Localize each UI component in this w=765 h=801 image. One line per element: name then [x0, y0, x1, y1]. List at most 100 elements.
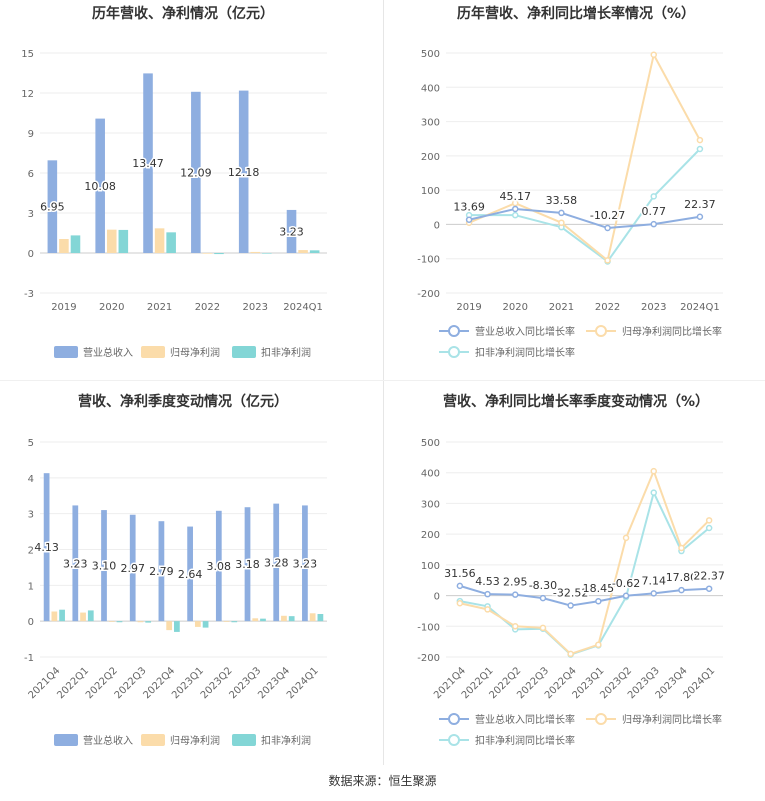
legend-label[interactable]: 扣非净利润 — [261, 346, 311, 359]
legend-marker — [595, 713, 607, 725]
bar-revenue[interactable] — [129, 514, 136, 622]
series-point[interactable] — [696, 145, 704, 153]
series-point[interactable] — [595, 641, 602, 648]
bar-deducted-profit[interactable] — [317, 614, 324, 622]
series-point[interactable] — [650, 467, 657, 475]
y-tick-label: 300 — [421, 118, 440, 129]
series-point[interactable] — [604, 257, 611, 264]
series-point[interactable] — [678, 586, 685, 594]
bar-deducted-profit[interactable] — [118, 229, 129, 253]
series-point[interactable] — [512, 591, 519, 598]
legend-label[interactable]: 营业总收入同比增长率 — [475, 325, 575, 338]
series-point[interactable] — [650, 51, 657, 58]
series-point[interactable] — [705, 517, 713, 524]
bar-deducted-profit[interactable] — [260, 618, 266, 622]
bar-deducted-profit[interactable] — [174, 621, 180, 632]
series-point[interactable] — [558, 209, 565, 217]
bar-revenue[interactable] — [238, 90, 249, 253]
legend-label[interactable]: 营业总收入 — [83, 734, 133, 747]
series-point[interactable] — [539, 594, 547, 602]
bar-deducted-profit[interactable] — [231, 621, 238, 623]
bar-deducted-profit[interactable] — [145, 621, 152, 623]
series-point[interactable] — [622, 534, 630, 542]
series-point[interactable] — [539, 624, 547, 632]
bar-revenue[interactable] — [244, 507, 251, 622]
bar-parent-profit[interactable] — [250, 251, 261, 253]
bar-deducted-profit[interactable] — [309, 250, 320, 253]
series-point[interactable] — [650, 590, 657, 597]
legend-label[interactable]: 营业总收入 — [83, 346, 133, 359]
series-point[interactable] — [696, 136, 704, 144]
series-point[interactable] — [678, 544, 685, 552]
series-point[interactable] — [456, 582, 464, 590]
bar-deducted-profit[interactable] — [116, 621, 123, 623]
series-point[interactable] — [456, 600, 464, 607]
series-point[interactable] — [512, 205, 519, 213]
bar-parent-profit[interactable] — [223, 621, 230, 622]
bar-revenue[interactable] — [286, 209, 297, 253]
bar-parent-profit[interactable] — [298, 250, 308, 253]
series-point[interactable] — [696, 213, 704, 221]
bar-deducted-profit[interactable] — [87, 610, 94, 622]
bar-parent-profit[interactable] — [202, 253, 213, 254]
legend-label[interactable]: 营业总收入同比增长率 — [475, 713, 575, 726]
series-point[interactable] — [705, 585, 713, 592]
series-point[interactable] — [484, 606, 491, 613]
legend-label[interactable]: 扣非净利润 — [261, 734, 311, 747]
series-point[interactable] — [595, 597, 602, 605]
legend-label[interactable]: 扣非净利润同比增长率 — [475, 734, 575, 747]
bar-deducted-profit[interactable] — [214, 253, 224, 255]
bar-parent-profit[interactable] — [154, 228, 165, 253]
series-point[interactable] — [465, 216, 473, 223]
bar-revenue[interactable] — [47, 160, 58, 253]
bar-deducted-profit[interactable] — [59, 609, 65, 622]
bar-revenue[interactable] — [43, 473, 50, 622]
series-point[interactable] — [512, 623, 519, 630]
bar-parent-profit[interactable] — [51, 611, 58, 622]
series-point[interactable] — [567, 602, 574, 609]
legend-label[interactable]: 归母净利润同比增长率 — [622, 713, 722, 726]
bar-parent-profit[interactable] — [194, 621, 201, 627]
series-point[interactable] — [705, 524, 713, 532]
series-point[interactable] — [604, 224, 611, 232]
bar-parent-profit[interactable] — [108, 621, 115, 622]
series-point[interactable] — [484, 590, 491, 598]
bar-parent-profit[interactable] — [106, 229, 117, 253]
bar-deducted-profit[interactable] — [70, 235, 81, 253]
bar-revenue[interactable] — [101, 510, 107, 622]
legend-label[interactable]: 归母净利润同比增长率 — [622, 325, 722, 338]
bar-parent-profit[interactable] — [137, 621, 144, 623]
legend-swatch — [232, 734, 256, 746]
bar-deducted-profit[interactable] — [166, 232, 176, 253]
bar-parent-profit[interactable] — [309, 613, 316, 622]
series-point[interactable] — [650, 220, 657, 228]
series-point[interactable] — [567, 650, 574, 658]
bar-parent-profit[interactable] — [80, 612, 86, 622]
bar-deducted-profit[interactable] — [202, 621, 209, 628]
series-point[interactable] — [512, 211, 519, 219]
legend-label[interactable]: 归母净利润 — [170, 346, 220, 359]
bar-parent-profit[interactable] — [281, 615, 287, 622]
bar-deducted-profit[interactable] — [288, 616, 295, 622]
legend-label[interactable]: 归母净利润 — [170, 734, 220, 747]
series-point[interactable] — [558, 219, 565, 226]
bar-revenue[interactable] — [191, 91, 201, 253]
bar-parent-profit[interactable] — [59, 239, 69, 253]
bar-revenue[interactable] — [72, 505, 79, 622]
bar-revenue[interactable] — [187, 526, 193, 622]
bar-revenue[interactable] — [143, 73, 153, 254]
series-point[interactable] — [650, 489, 657, 496]
bar-revenue[interactable] — [302, 505, 308, 622]
bar-revenue[interactable] — [158, 521, 165, 622]
bar-revenue[interactable] — [215, 510, 222, 622]
bar-parent-profit[interactable] — [166, 621, 173, 631]
series-point[interactable] — [512, 199, 519, 207]
legend-label[interactable]: 扣非净利润同比增长率 — [475, 346, 575, 359]
bar-parent-profit[interactable] — [252, 618, 259, 622]
bar-revenue[interactable] — [95, 118, 105, 253]
series-point[interactable] — [622, 592, 630, 600]
bar-value-label: 3.23 — [293, 557, 318, 570]
series-point[interactable] — [650, 193, 657, 200]
bar-deducted-profit[interactable] — [262, 253, 272, 254]
bar-revenue[interactable] — [273, 503, 280, 622]
